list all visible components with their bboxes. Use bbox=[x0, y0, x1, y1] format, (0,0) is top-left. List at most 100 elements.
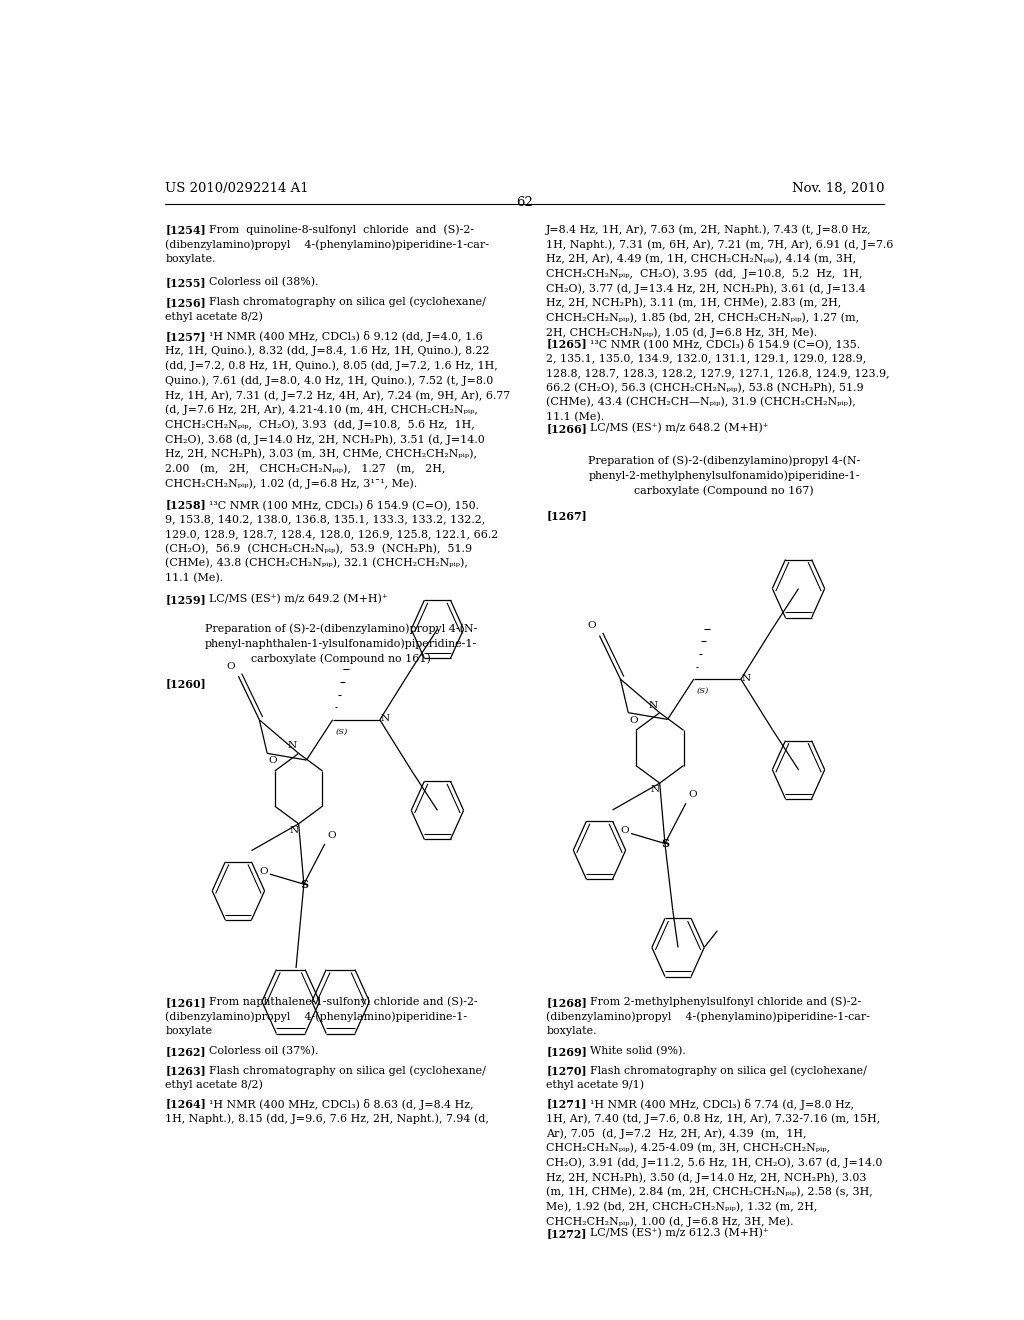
Text: LC/MS (ES⁺) m/z 649.2 (M+H)⁺: LC/MS (ES⁺) m/z 649.2 (M+H)⁺ bbox=[209, 594, 387, 605]
Text: Flash chromatography on silica gel (cyclohexane/: Flash chromatography on silica gel (cycl… bbox=[209, 1065, 485, 1076]
Text: (S): (S) bbox=[697, 688, 710, 696]
Text: 1H, Napht.), 8.15 (dd, J=9.6, 7.6 Hz, 2H, Napht.), 7.94 (d,: 1H, Napht.), 8.15 (dd, J=9.6, 7.6 Hz, 2H… bbox=[165, 1113, 489, 1123]
Text: [1257]: [1257] bbox=[165, 331, 206, 342]
Text: N: N bbox=[290, 826, 298, 834]
Text: N: N bbox=[288, 742, 297, 750]
Text: [1266]: [1266] bbox=[546, 422, 587, 434]
Text: phenyl-2-methylphenylsulfonamido)piperidine-1-: phenyl-2-methylphenylsulfonamido)piperid… bbox=[588, 470, 860, 480]
Text: LC/MS (ES⁺) m/z 648.2 (M+H)⁺: LC/MS (ES⁺) m/z 648.2 (M+H)⁺ bbox=[590, 422, 768, 433]
Text: [1265]: [1265] bbox=[546, 338, 587, 350]
Text: (dibenzylamino)propyl    4-(phenylamino)piperidine-1-car-: (dibenzylamino)propyl 4-(phenylamino)pip… bbox=[546, 1011, 870, 1022]
Text: Hz, 2H, Ar), 4.49 (m, 1H, CHCH₂CH₂Nₚᵢₚ), 4.14 (m, 3H,: Hz, 2H, Ar), 4.49 (m, 1H, CHCH₂CH₂Nₚᵢₚ),… bbox=[546, 253, 856, 264]
Text: phenyl-naphthalen-1-ylsulfonamido)piperidine-1-: phenyl-naphthalen-1-ylsulfonamido)piperi… bbox=[205, 639, 477, 649]
Text: 11.1 (Me).: 11.1 (Me). bbox=[165, 573, 223, 583]
Text: CHCH₂CH₂Nₚᵢₚ,  CH₂O), 3.95  (dd,  J=10.8,  5.2  Hz,  1H,: CHCH₂CH₂Nₚᵢₚ, CH₂O), 3.95 (dd, J=10.8, 5… bbox=[546, 269, 863, 280]
Text: O: O bbox=[328, 830, 336, 840]
Text: [1267]: [1267] bbox=[546, 510, 587, 521]
Text: boxylate.: boxylate. bbox=[546, 1027, 597, 1036]
Text: [1272]: [1272] bbox=[546, 1228, 587, 1239]
Text: Hz, 2H, NCH₂Ph), 3.03 (m, 3H, CHMe, CHCH₂CH₂Nₚᵢₚ),: Hz, 2H, NCH₂Ph), 3.03 (m, 3H, CHMe, CHCH… bbox=[165, 449, 477, 459]
Text: Ar), 7.05  (d, J=7.2  Hz, 2H, Ar), 4.39  (m,  1H,: Ar), 7.05 (d, J=7.2 Hz, 2H, Ar), 4.39 (m… bbox=[546, 1129, 807, 1139]
Text: N: N bbox=[649, 701, 658, 710]
Text: O: O bbox=[259, 866, 268, 875]
Text: ¹H NMR (400 MHz, CDCl₃) δ 8.63 (d, J=8.4 Hz,: ¹H NMR (400 MHz, CDCl₃) δ 8.63 (d, J=8.4… bbox=[209, 1098, 473, 1110]
Text: 1H, Ar), 7.40 (td, J=7.6, 0.8 Hz, 1H, Ar), 7.32-7.16 (m, 15H,: 1H, Ar), 7.40 (td, J=7.6, 0.8 Hz, 1H, Ar… bbox=[546, 1113, 881, 1123]
Text: CHCH₂CH₂Nₚᵢₚ), 4.25-4.09 (m, 3H, CHCH₂CH₂Nₚᵢₚ,: CHCH₂CH₂Nₚᵢₚ), 4.25-4.09 (m, 3H, CHCH₂CH… bbox=[546, 1143, 830, 1154]
Text: [1258]: [1258] bbox=[165, 499, 206, 511]
Text: CH₂O), 3.68 (d, J=14.0 Hz, 2H, NCH₂Ph), 3.51 (d, J=14.0: CH₂O), 3.68 (d, J=14.0 Hz, 2H, NCH₂Ph), … bbox=[165, 434, 485, 445]
Text: ¹H NMR (400 MHz, CDCl₃) δ 7.74 (d, J=8.0 Hz,: ¹H NMR (400 MHz, CDCl₃) δ 7.74 (d, J=8.0… bbox=[590, 1098, 854, 1110]
Text: From naphthalene-1-sulfonyl chloride and (S)-2-: From naphthalene-1-sulfonyl chloride and… bbox=[209, 997, 478, 1007]
Text: Hz, 1H, Ar), 7.31 (d, J=7.2 Hz, 4H, Ar), 7.24 (m, 9H, Ar), 6.77: Hz, 1H, Ar), 7.31 (d, J=7.2 Hz, 4H, Ar),… bbox=[165, 391, 510, 401]
Text: O: O bbox=[621, 826, 629, 834]
Text: 1H, Napht.), 7.31 (m, 6H, Ar), 7.21 (m, 7H, Ar), 6.91 (d, J=7.6: 1H, Napht.), 7.31 (m, 6H, Ar), 7.21 (m, … bbox=[546, 239, 894, 249]
Text: [1264]: [1264] bbox=[165, 1098, 206, 1110]
Text: Nov. 18, 2010: Nov. 18, 2010 bbox=[792, 182, 885, 195]
Text: [1256]: [1256] bbox=[165, 297, 206, 308]
Text: LC/MS (ES⁺) m/z 612.3 (M+H)⁺: LC/MS (ES⁺) m/z 612.3 (M+H)⁺ bbox=[590, 1228, 768, 1238]
Text: Colorless oil (37%).: Colorless oil (37%). bbox=[209, 1047, 318, 1056]
Text: CHCH₂CH₂Nₚᵢₚ), 1.00 (d, J=6.8 Hz, 3H, Me).: CHCH₂CH₂Nₚᵢₚ), 1.00 (d, J=6.8 Hz, 3H, Me… bbox=[546, 1217, 794, 1228]
Text: Preparation of (S)-2-(dibenzylamino)propyl 4-(N-: Preparation of (S)-2-(dibenzylamino)prop… bbox=[205, 624, 477, 635]
Text: (dibenzylamino)propyl    4-(phenylamino)piperidine-1-: (dibenzylamino)propyl 4-(phenylamino)pip… bbox=[165, 1011, 467, 1022]
Text: 62: 62 bbox=[516, 195, 534, 209]
Text: ¹³C NMR (100 MHz, CDCl₃) δ 154.9 (C=O), 135.: ¹³C NMR (100 MHz, CDCl₃) δ 154.9 (C=O), … bbox=[590, 338, 860, 348]
Text: (S): (S) bbox=[336, 727, 348, 737]
Text: CH₂O), 3.77 (d, J=13.4 Hz, 2H, NCH₂Ph), 3.61 (d, J=13.4: CH₂O), 3.77 (d, J=13.4 Hz, 2H, NCH₂Ph), … bbox=[546, 284, 866, 294]
Text: [1261]: [1261] bbox=[165, 997, 206, 1008]
Text: 2.00   (m,   2H,   CHCH₂CH₂Nₚᵢₚ),   1.27   (m,   2H,: 2.00 (m, 2H, CHCH₂CH₂Nₚᵢₚ), 1.27 (m, 2H, bbox=[165, 463, 445, 474]
Text: From  quinoline-8-sulfonyl  chloride  and  (S)-2-: From quinoline-8-sulfonyl chloride and (… bbox=[209, 224, 474, 235]
Text: Colorless oil (38%).: Colorless oil (38%). bbox=[209, 277, 318, 288]
Text: O: O bbox=[688, 791, 697, 799]
Text: Hz, 2H, NCH₂Ph), 3.11 (m, 1H, CHMe), 2.83 (m, 2H,: Hz, 2H, NCH₂Ph), 3.11 (m, 1H, CHMe), 2.8… bbox=[546, 298, 842, 309]
Text: Flash chromatography on silica gel (cyclohexane/: Flash chromatography on silica gel (cycl… bbox=[209, 297, 485, 308]
Text: boxylate: boxylate bbox=[165, 1027, 212, 1036]
Text: (CH₂O),  56.9  (CHCH₂CH₂Nₚᵢₚ),  53.9  (NCH₂Ph),  51.9: (CH₂O), 56.9 (CHCH₂CH₂Nₚᵢₚ), 53.9 (NCH₂P… bbox=[165, 544, 472, 554]
Text: O: O bbox=[629, 715, 638, 725]
Text: ethyl acetate 8/2): ethyl acetate 8/2) bbox=[165, 1080, 263, 1090]
Text: carboxylate (Compound no 167): carboxylate (Compound no 167) bbox=[634, 486, 814, 496]
Text: ethyl acetate 8/2): ethyl acetate 8/2) bbox=[165, 312, 263, 322]
Text: (m, 1H, CHMe), 2.84 (m, 2H, CHCH₂CH₂Nₚᵢₚ), 2.58 (s, 3H,: (m, 1H, CHMe), 2.84 (m, 2H, CHCH₂CH₂Nₚᵢₚ… bbox=[546, 1187, 873, 1197]
Text: CHCH₂CH₂Nₚᵢₚ), 1.02 (d, J=6.8 Hz, 3¹ˉ¹, Me).: CHCH₂CH₂Nₚᵢₚ), 1.02 (d, J=6.8 Hz, 3¹ˉ¹, … bbox=[165, 479, 418, 490]
Text: [1271]: [1271] bbox=[546, 1098, 587, 1110]
Text: (dibenzylamino)propyl    4-(phenylamino)piperidine-1-car-: (dibenzylamino)propyl 4-(phenylamino)pip… bbox=[165, 239, 489, 249]
Text: 66.2 (CH₂O), 56.3 (CHCH₂CH₂Nₚᵢₚ), 53.8 (NCH₂Ph), 51.9: 66.2 (CH₂O), 56.3 (CHCH₂CH₂Nₚᵢₚ), 53.8 (… bbox=[546, 383, 864, 393]
Text: N: N bbox=[741, 673, 751, 682]
Text: O: O bbox=[587, 622, 596, 631]
Text: 9, 153.8, 140.2, 138.0, 136.8, 135.1, 133.3, 133.2, 132.2,: 9, 153.8, 140.2, 138.0, 136.8, 135.1, 13… bbox=[165, 513, 485, 524]
Text: CH₂O), 3.91 (dd, J=11.2, 5.6 Hz, 1H, CH₂O), 3.67 (d, J=14.0: CH₂O), 3.91 (dd, J=11.2, 5.6 Hz, 1H, CH₂… bbox=[546, 1158, 883, 1168]
Text: 128.8, 128.7, 128.3, 128.2, 127.9, 127.1, 126.8, 124.9, 123.9,: 128.8, 128.7, 128.3, 128.2, 127.9, 127.1… bbox=[546, 368, 890, 378]
Text: 2, 135.1, 135.0, 134.9, 132.0, 131.1, 129.1, 129.0, 128.9,: 2, 135.1, 135.0, 134.9, 132.0, 131.1, 12… bbox=[546, 352, 866, 363]
Text: (CHMe), 43.8 (CHCH₂CH₂Nₚᵢₚ), 32.1 (CHCH₂CH₂Nₚᵢₚ),: (CHMe), 43.8 (CHCH₂CH₂Nₚᵢₚ), 32.1 (CHCH₂… bbox=[165, 558, 468, 569]
Text: Hz, 2H, NCH₂Ph), 3.50 (d, J=14.0 Hz, 2H, NCH₂Ph), 3.03: Hz, 2H, NCH₂Ph), 3.50 (d, J=14.0 Hz, 2H,… bbox=[546, 1172, 866, 1183]
Text: O: O bbox=[226, 663, 234, 671]
Text: Flash chromatography on silica gel (cyclohexane/: Flash chromatography on silica gel (cycl… bbox=[590, 1065, 866, 1076]
Text: (d, J=7.6 Hz, 2H, Ar), 4.21-4.10 (m, 4H, CHCH₂CH₂Nₚᵢₚ,: (d, J=7.6 Hz, 2H, Ar), 4.21-4.10 (m, 4H,… bbox=[165, 405, 478, 416]
Text: ¹³C NMR (100 MHz, CDCl₃) δ 154.9 (C=O), 150.: ¹³C NMR (100 MHz, CDCl₃) δ 154.9 (C=O), … bbox=[209, 499, 479, 511]
Text: From 2-methylphenylsulfonyl chloride and (S)-2-: From 2-methylphenylsulfonyl chloride and… bbox=[590, 997, 861, 1007]
Text: Preparation of (S)-2-(dibenzylamino)propyl 4-(N-: Preparation of (S)-2-(dibenzylamino)prop… bbox=[588, 455, 860, 466]
Text: [1260]: [1260] bbox=[165, 678, 206, 689]
Text: Me), 1.92 (bd, 2H, CHCH₂CH₂Nₚᵢₚ), 1.32 (m, 2H,: Me), 1.92 (bd, 2H, CHCH₂CH₂Nₚᵢₚ), 1.32 (… bbox=[546, 1201, 817, 1212]
Text: [1263]: [1263] bbox=[165, 1065, 206, 1076]
Text: O: O bbox=[268, 756, 276, 766]
Text: CHCH₂CH₂Nₚᵢₚ,  CH₂O), 3.93  (dd, J=10.8,  5.6 Hz,  1H,: CHCH₂CH₂Nₚᵢₚ, CH₂O), 3.93 (dd, J=10.8, 5… bbox=[165, 420, 475, 430]
Text: US 2010/0292214 A1: US 2010/0292214 A1 bbox=[165, 182, 309, 195]
Text: boxylate.: boxylate. bbox=[165, 253, 216, 264]
Text: ¹H NMR (400 MHz, CDCl₃) δ 9.12 (dd, J=4.0, 1.6: ¹H NMR (400 MHz, CDCl₃) δ 9.12 (dd, J=4.… bbox=[209, 331, 482, 342]
Text: Quino.), 7.61 (dd, J=8.0, 4.0 Hz, 1H, Quino.), 7.52 (t, J=8.0: Quino.), 7.61 (dd, J=8.0, 4.0 Hz, 1H, Qu… bbox=[165, 375, 494, 385]
Text: N: N bbox=[650, 785, 659, 795]
Text: CHCH₂CH₂Nₚᵢₚ), 1.85 (bd, 2H, CHCH₂CH₂Nₚᵢₚ), 1.27 (m,: CHCH₂CH₂Nₚᵢₚ), 1.85 (bd, 2H, CHCH₂CH₂Nₚᵢ… bbox=[546, 313, 859, 323]
Text: (CHMe), 43.4 (CHCH₂CH—Nₚᵢₚ), 31.9 (CHCH₂CH₂Nₚᵢₚ),: (CHMe), 43.4 (CHCH₂CH—Nₚᵢₚ), 31.9 (CHCH₂… bbox=[546, 397, 856, 408]
Text: N: N bbox=[381, 714, 390, 723]
Text: carboxylate (Compound no 161): carboxylate (Compound no 161) bbox=[251, 653, 431, 664]
Text: [1270]: [1270] bbox=[546, 1065, 587, 1076]
Text: White solid (9%).: White solid (9%). bbox=[590, 1047, 686, 1056]
Text: ethyl acetate 9/1): ethyl acetate 9/1) bbox=[546, 1080, 644, 1090]
Text: [1255]: [1255] bbox=[165, 277, 206, 288]
Text: [1254]: [1254] bbox=[165, 224, 206, 235]
Text: (dd, J=7.2, 0.8 Hz, 1H, Quino.), 8.05 (dd, J=7.2, 1.6 Hz, 1H,: (dd, J=7.2, 0.8 Hz, 1H, Quino.), 8.05 (d… bbox=[165, 360, 498, 371]
Text: S: S bbox=[662, 838, 670, 849]
Text: J=8.4 Hz, 1H, Ar), 7.63 (m, 2H, Napht.), 7.43 (t, J=8.0 Hz,: J=8.4 Hz, 1H, Ar), 7.63 (m, 2H, Napht.),… bbox=[546, 224, 871, 235]
